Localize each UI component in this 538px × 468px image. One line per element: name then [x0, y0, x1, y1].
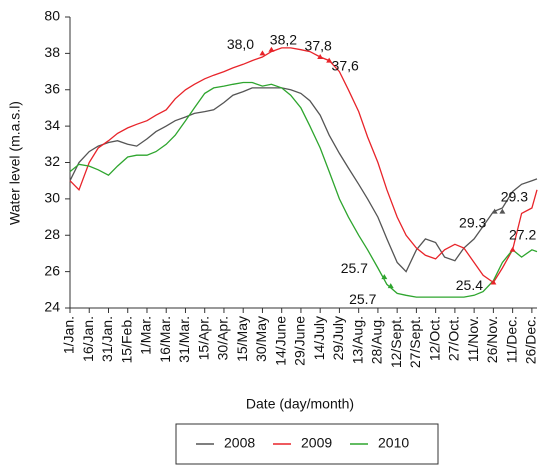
x-tick-label: 29/June: [292, 316, 308, 366]
y-tick-label: 38: [44, 44, 60, 60]
annotation-marker: [499, 208, 506, 214]
annotation-marker: [317, 54, 324, 60]
annotation-marker: [268, 46, 275, 52]
annotation-marker: [490, 279, 497, 285]
x-tick-label: 15/Feb.: [118, 316, 134, 363]
x-tick-label: 16/Jan.: [80, 316, 96, 362]
annotation-marker: [509, 246, 516, 252]
series-line: [69, 81, 538, 298]
x-tick-label: 14/July: [311, 316, 327, 360]
annotation-label: 27.2: [509, 227, 536, 243]
annotation-marker: [491, 208, 498, 214]
y-axis-label: Water level (m.a.s.l): [7, 101, 23, 225]
x-tick-label: 26/Dec.: [523, 316, 538, 364]
y-tick-label: 24: [44, 299, 60, 315]
x-tick-label: 1/Mar.: [138, 316, 154, 355]
series-line: [69, 47, 538, 284]
x-tick-label: 31/Mar.: [176, 316, 192, 363]
x-tick-label: 30/Apr.: [215, 316, 231, 360]
annotation-label: 25.7: [341, 260, 368, 276]
x-tick-label: 14/June: [272, 316, 288, 366]
annotation-marker: [381, 274, 388, 280]
y-tick-label: 28: [44, 226, 60, 242]
x-tick-label: 12/Sept.: [388, 316, 404, 368]
y-tick-label: 34: [44, 117, 60, 133]
x-tick-label: 27/Oct.: [446, 316, 462, 361]
x-tick-label: 27/Sept.: [407, 316, 423, 368]
x-tick-label: 11/Nov.: [465, 316, 481, 362]
x-tick-label: 30/May: [253, 316, 269, 362]
y-tick-label: 80: [44, 8, 60, 24]
annotation-marker: [387, 283, 394, 289]
annotation-label: 38,2: [270, 31, 297, 47]
x-tick-label: 29/July: [330, 316, 346, 360]
series-line: [69, 87, 538, 273]
legend-box: [175, 423, 439, 465]
annotation-label: 29.3: [459, 214, 486, 230]
legend-label: 2009: [301, 435, 332, 451]
annotation-marker: [259, 50, 266, 56]
x-tick-label: 31/Jan.: [99, 316, 115, 362]
y-tick-label: 30: [44, 190, 60, 206]
annotation-marker: [326, 57, 333, 63]
x-tick-label: 13/Aug.: [349, 316, 365, 364]
annotation-label: 25.7: [349, 291, 376, 307]
legend-label: 2008: [224, 435, 255, 451]
x-tick-label: 26/Nov.: [484, 316, 500, 363]
annotation-label: 37,8: [305, 38, 332, 54]
x-tick-label: 1/Jan.: [61, 316, 77, 354]
legend-label: 2010: [378, 435, 409, 451]
y-tick-label: 26: [44, 262, 60, 278]
y-tick-label: 32: [44, 153, 60, 169]
x-tick-label: 16/Mar.: [157, 316, 173, 363]
x-tick-label: 12/Oct.: [426, 316, 442, 361]
x-tick-label: 28/Aug.: [369, 316, 385, 364]
annotation-label: 29.3: [501, 188, 528, 204]
y-tick-label: 36: [44, 80, 60, 96]
x-axis-label: Date (day/month): [246, 396, 354, 412]
annotation-label: 25.4: [456, 277, 483, 293]
annotation-label: 38,0: [227, 36, 254, 52]
x-tick-label: 11/Dec.: [503, 316, 519, 363]
annotation-label: 37,6: [332, 57, 359, 73]
x-tick-label: 15/Apr.: [195, 316, 211, 360]
x-tick-label: 15/May: [234, 316, 250, 362]
